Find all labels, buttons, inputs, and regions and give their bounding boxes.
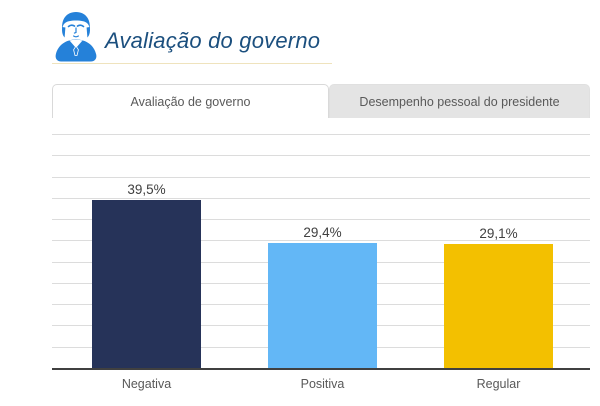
gridline	[52, 134, 590, 135]
x-axis-label-positiva: Positiva	[300, 377, 345, 391]
gridline	[52, 219, 590, 221]
page-title: Avaliação do governo	[105, 28, 321, 53]
tab-bar: Avaliação de governo Desempenho pessoal …	[52, 84, 590, 118]
tab-avaliacao-de-governo[interactable]: Avaliação de governo	[52, 84, 329, 118]
tab-desempenho-pessoal-do-presidente[interactable]: Desempenho pessoal do presidente	[329, 84, 590, 118]
gridline	[52, 155, 590, 157]
bar-chart-plot-area: 39,5% 29,4% 29,1%	[52, 134, 590, 368]
gridline	[52, 176, 590, 178]
gridline	[52, 197, 590, 199]
x-axis-label-regular: Regular	[476, 377, 521, 391]
bar-value-label: 39,5%	[127, 181, 166, 197]
bar-value-label: 29,1%	[479, 226, 518, 242]
tab-label: Desempenho pessoal do presidente	[359, 94, 560, 109]
header-underline	[52, 63, 332, 64]
bar-negativa[interactable]	[92, 199, 201, 368]
gridline	[52, 240, 590, 242]
tab-label: Avaliação de governo	[130, 94, 251, 109]
bar-value-label: 29,4%	[303, 224, 342, 240]
bar-positiva[interactable]	[268, 242, 377, 368]
bar-regular[interactable]	[444, 244, 553, 368]
x-axis-label-negativa: Negativa	[121, 377, 172, 391]
x-axis-line	[52, 368, 590, 370]
person-avatar-icon	[54, 11, 98, 62]
